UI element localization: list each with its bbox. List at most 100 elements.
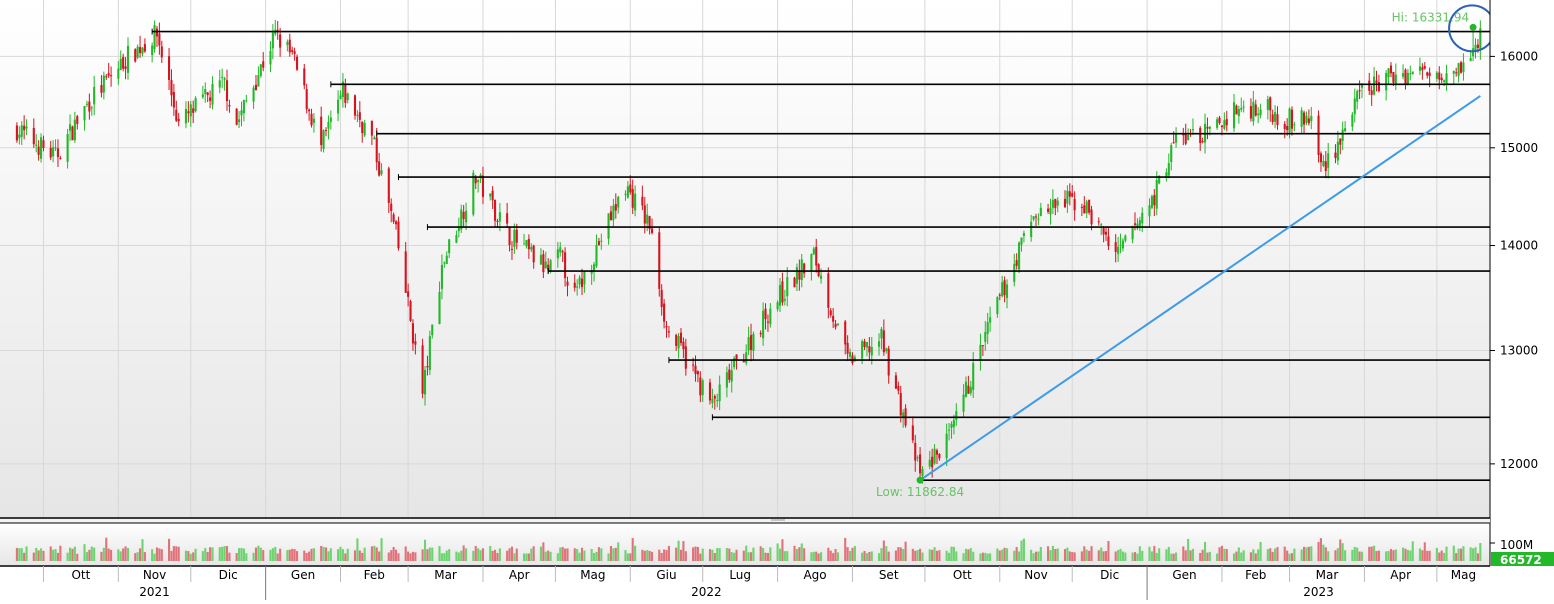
candle-body <box>211 84 214 105</box>
volume-bar <box>783 551 786 561</box>
candle-body <box>694 365 697 374</box>
volume-bar <box>411 551 414 561</box>
candle-body <box>320 116 323 146</box>
volume-bar <box>962 553 965 561</box>
volume-bar <box>578 552 581 561</box>
volume-bar <box>477 548 480 561</box>
volume-bar <box>1259 541 1262 561</box>
volume-bar <box>525 553 528 561</box>
candle-body <box>952 420 955 427</box>
volume-bar <box>663 549 666 561</box>
volume-bar <box>1351 549 1354 561</box>
high-marker <box>1469 23 1477 31</box>
candle-body <box>525 240 528 247</box>
volume-bar <box>972 551 975 561</box>
volume-bar <box>49 546 52 561</box>
volume-bar <box>1476 553 1479 561</box>
volume-bar <box>172 546 175 561</box>
candle-body <box>455 235 458 243</box>
candle-body <box>218 80 221 88</box>
candle-body <box>235 108 238 125</box>
candle-body <box>1319 153 1323 163</box>
candle-body <box>692 364 695 366</box>
volume-bar <box>747 552 750 561</box>
candle-body <box>607 213 610 239</box>
volume-bar <box>1124 552 1127 561</box>
candle-body <box>701 380 704 396</box>
candle-body <box>1370 90 1373 95</box>
candle-body <box>1462 62 1465 72</box>
volume-bar <box>1385 551 1388 561</box>
month-label: Gen <box>1172 568 1196 582</box>
volume-bar <box>745 545 748 561</box>
candle-body <box>124 66 127 69</box>
candle-body <box>1360 83 1364 88</box>
volume-bar <box>911 548 914 561</box>
volume-bar <box>440 553 443 561</box>
volume-bar <box>1141 550 1144 561</box>
candle-body <box>312 118 315 123</box>
volume-bar <box>242 548 245 561</box>
volume-bar <box>576 549 579 561</box>
volume-bar <box>337 549 340 561</box>
volume-bar <box>1252 549 1255 561</box>
candle-body <box>378 161 381 176</box>
candle-body <box>494 199 497 221</box>
candle-body <box>20 125 23 137</box>
candle-body <box>641 196 644 206</box>
volume-bar <box>209 547 212 561</box>
volume-bar <box>629 553 632 561</box>
volume-bar <box>392 547 395 561</box>
volume-bar <box>742 550 745 561</box>
volume-bar <box>1344 550 1347 561</box>
volume-bar <box>279 548 282 561</box>
volume-bar <box>59 545 62 561</box>
candle-body <box>938 454 941 459</box>
high-label: Hi: 16331.94 <box>1392 10 1469 24</box>
volume-bar <box>781 539 784 561</box>
candle-body <box>1288 108 1291 133</box>
candle-body <box>477 180 480 183</box>
volume-bar <box>1191 548 1195 561</box>
volume-bar <box>1107 541 1110 561</box>
volume-bar <box>955 551 958 561</box>
volume-bar <box>462 545 465 561</box>
candle-body <box>1421 67 1424 71</box>
volume-bar <box>914 550 917 561</box>
volume-bar <box>634 545 637 561</box>
candle-body <box>609 211 613 221</box>
volume-bar <box>931 549 934 561</box>
month-label: Ott <box>953 568 972 582</box>
volume-bar <box>1018 551 1021 561</box>
candle-body <box>544 261 547 269</box>
candle-body <box>392 214 395 222</box>
volume-bar <box>539 546 542 561</box>
volume-bar <box>223 546 226 561</box>
candle-body <box>445 255 448 265</box>
candle-body <box>665 325 668 328</box>
candle-body <box>238 119 241 123</box>
candle-body <box>245 100 248 102</box>
volume-bar <box>964 548 968 561</box>
candle-body <box>1080 206 1083 208</box>
volume-bar <box>1457 548 1460 561</box>
candle-body <box>984 332 987 342</box>
volume-bar <box>583 550 586 561</box>
candle-body <box>380 170 383 175</box>
candle-body <box>650 228 654 234</box>
candle-body <box>677 335 680 349</box>
volume-bar <box>489 546 492 561</box>
volume-bar <box>522 553 526 561</box>
volume-bar <box>397 553 400 561</box>
volume-bar <box>312 548 315 561</box>
volume-bar <box>986 553 989 561</box>
candle-body <box>827 273 830 308</box>
volume-bar <box>479 550 482 561</box>
volume-bar <box>969 548 972 561</box>
candle-body <box>663 303 666 322</box>
volume-bar <box>481 548 485 561</box>
volume-bar <box>948 552 951 561</box>
volume-bar <box>189 553 192 561</box>
volume-bar <box>1100 547 1103 561</box>
volume-bar <box>472 550 475 561</box>
